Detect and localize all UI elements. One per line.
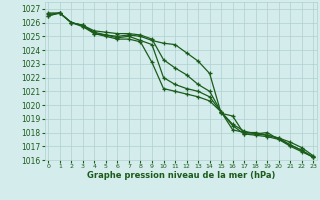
X-axis label: Graphe pression niveau de la mer (hPa): Graphe pression niveau de la mer (hPa) xyxy=(87,171,275,180)
